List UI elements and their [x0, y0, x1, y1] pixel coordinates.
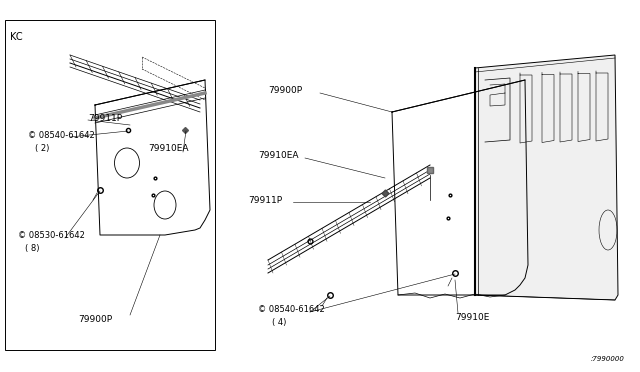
- Bar: [5, 20, 215, 350]
- Text: 79910E: 79910E: [455, 314, 490, 323]
- Text: 79911P: 79911P: [248, 196, 282, 205]
- Text: 79911P: 79911P: [88, 113, 122, 122]
- Text: 79900P: 79900P: [268, 86, 302, 94]
- Text: © 08540-61642: © 08540-61642: [28, 131, 95, 140]
- Text: ( 8): ( 8): [25, 244, 40, 253]
- Polygon shape: [475, 55, 618, 300]
- Text: :7990000: :7990000: [591, 356, 625, 362]
- Text: 79910EA: 79910EA: [148, 144, 189, 153]
- Text: ( 4): ( 4): [272, 317, 286, 327]
- Text: © 08540-61642: © 08540-61642: [258, 305, 324, 314]
- Text: 79900P: 79900P: [78, 315, 112, 324]
- Text: 79910EA: 79910EA: [258, 151, 298, 160]
- Text: KC: KC: [10, 32, 22, 42]
- Text: ( 2): ( 2): [35, 144, 49, 153]
- Text: © 08530-61642: © 08530-61642: [18, 231, 85, 240]
